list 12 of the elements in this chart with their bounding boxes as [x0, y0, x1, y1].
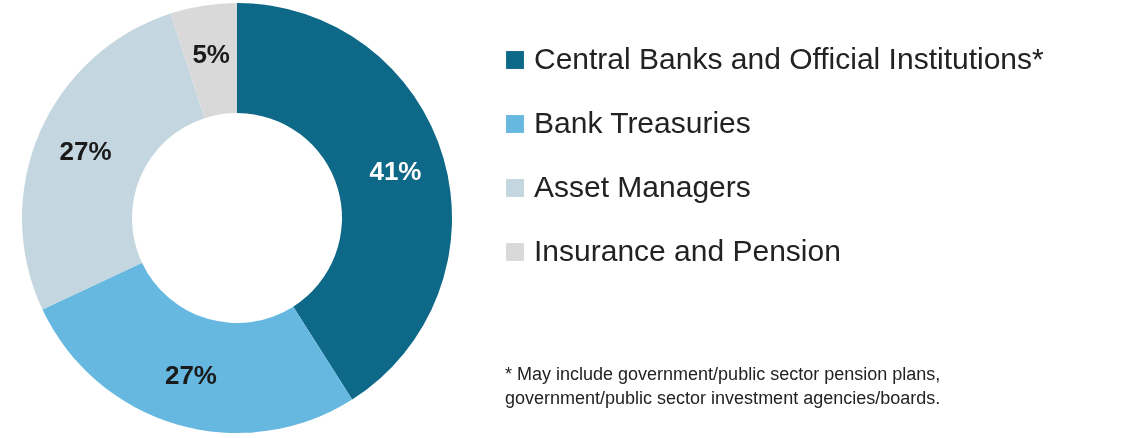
donut-slice	[42, 262, 353, 433]
legend-label: Bank Treasuries	[534, 106, 751, 139]
legend-label: Insurance and Pension	[534, 234, 841, 267]
data-label: 27%	[59, 136, 112, 167]
legend-label: Central Banks and Official Institutions*	[534, 42, 1045, 75]
data-label: 27%	[164, 360, 217, 391]
donut-slice	[237, 3, 452, 400]
legend-label: Asset Managers	[534, 170, 751, 203]
text: * May include government/public sector pension plans, government/public sector investment agencies/boards.	[505, 364, 941, 408]
donut-slice	[170, 3, 237, 119]
data-label: 5%	[192, 39, 230, 70]
data-label: 41%	[369, 155, 422, 186]
